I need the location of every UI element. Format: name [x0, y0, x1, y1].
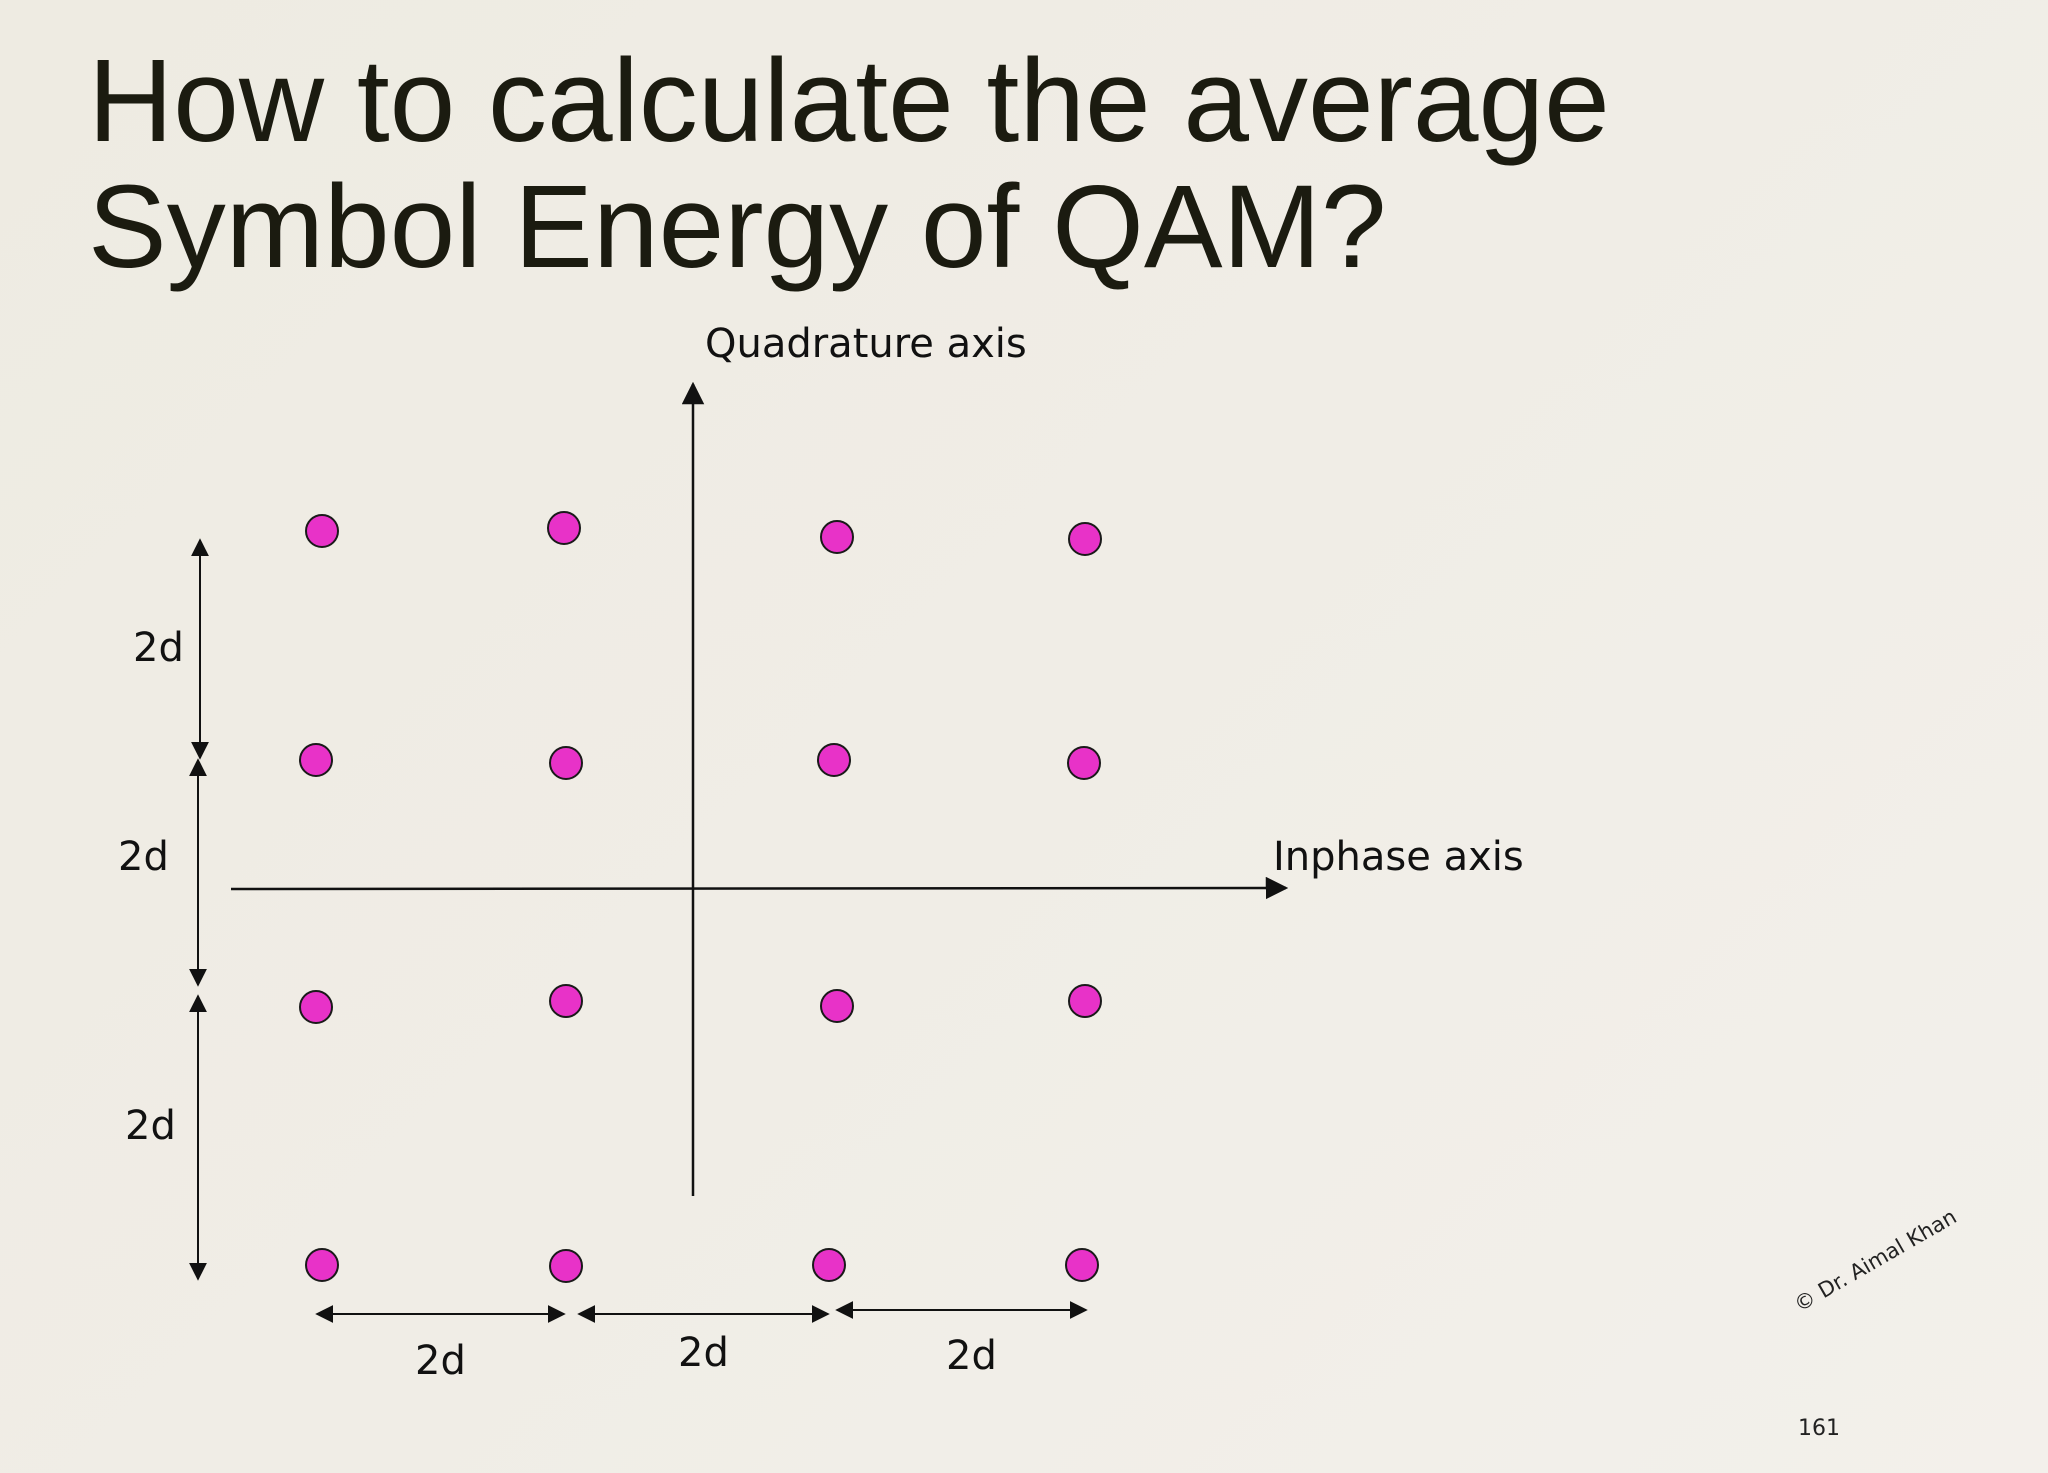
quadrature-axis-label: Quadrature axis — [705, 321, 1027, 367]
inphase-axis-label: Inphase axis — [1273, 834, 1524, 880]
inphase-axis — [230, 876, 1289, 900]
constellation-point — [812, 1248, 846, 1282]
constellation-point — [1068, 984, 1102, 1018]
slide-title: How to calculate the average Symbol Ener… — [88, 38, 1610, 290]
constellation-point — [549, 1249, 583, 1283]
constellation-point — [817, 743, 851, 777]
constellation-point — [1068, 522, 1102, 556]
vertical-spacing-label-2: 2d — [118, 834, 169, 880]
horizontal-spacing-label-1: 2d — [415, 1338, 466, 1384]
constellation-point — [549, 746, 583, 780]
constellation-point — [1067, 746, 1101, 780]
constellation-point — [299, 743, 333, 777]
horizontal-spacing-label-2: 2d — [678, 1330, 729, 1376]
vertical-spacing-label-1: 2d — [133, 625, 184, 671]
vertical-spacing-label-3: 2d — [125, 1103, 176, 1149]
title-line-2: Symbol Energy of QAM? — [88, 161, 1387, 293]
constellation-point — [547, 511, 581, 545]
constellation-point — [305, 514, 339, 548]
horizontal-spacing-label-3: 2d — [946, 1333, 997, 1379]
constellation-point — [1065, 1248, 1099, 1282]
constellation-point — [820, 520, 854, 554]
page-number: 161 — [1798, 1416, 1840, 1441]
constellation-point — [820, 989, 854, 1023]
constellation-point — [305, 1248, 339, 1282]
constellation-point — [299, 990, 333, 1024]
constellation-point — [549, 984, 583, 1018]
title-line-1: How to calculate the average — [88, 35, 1610, 167]
